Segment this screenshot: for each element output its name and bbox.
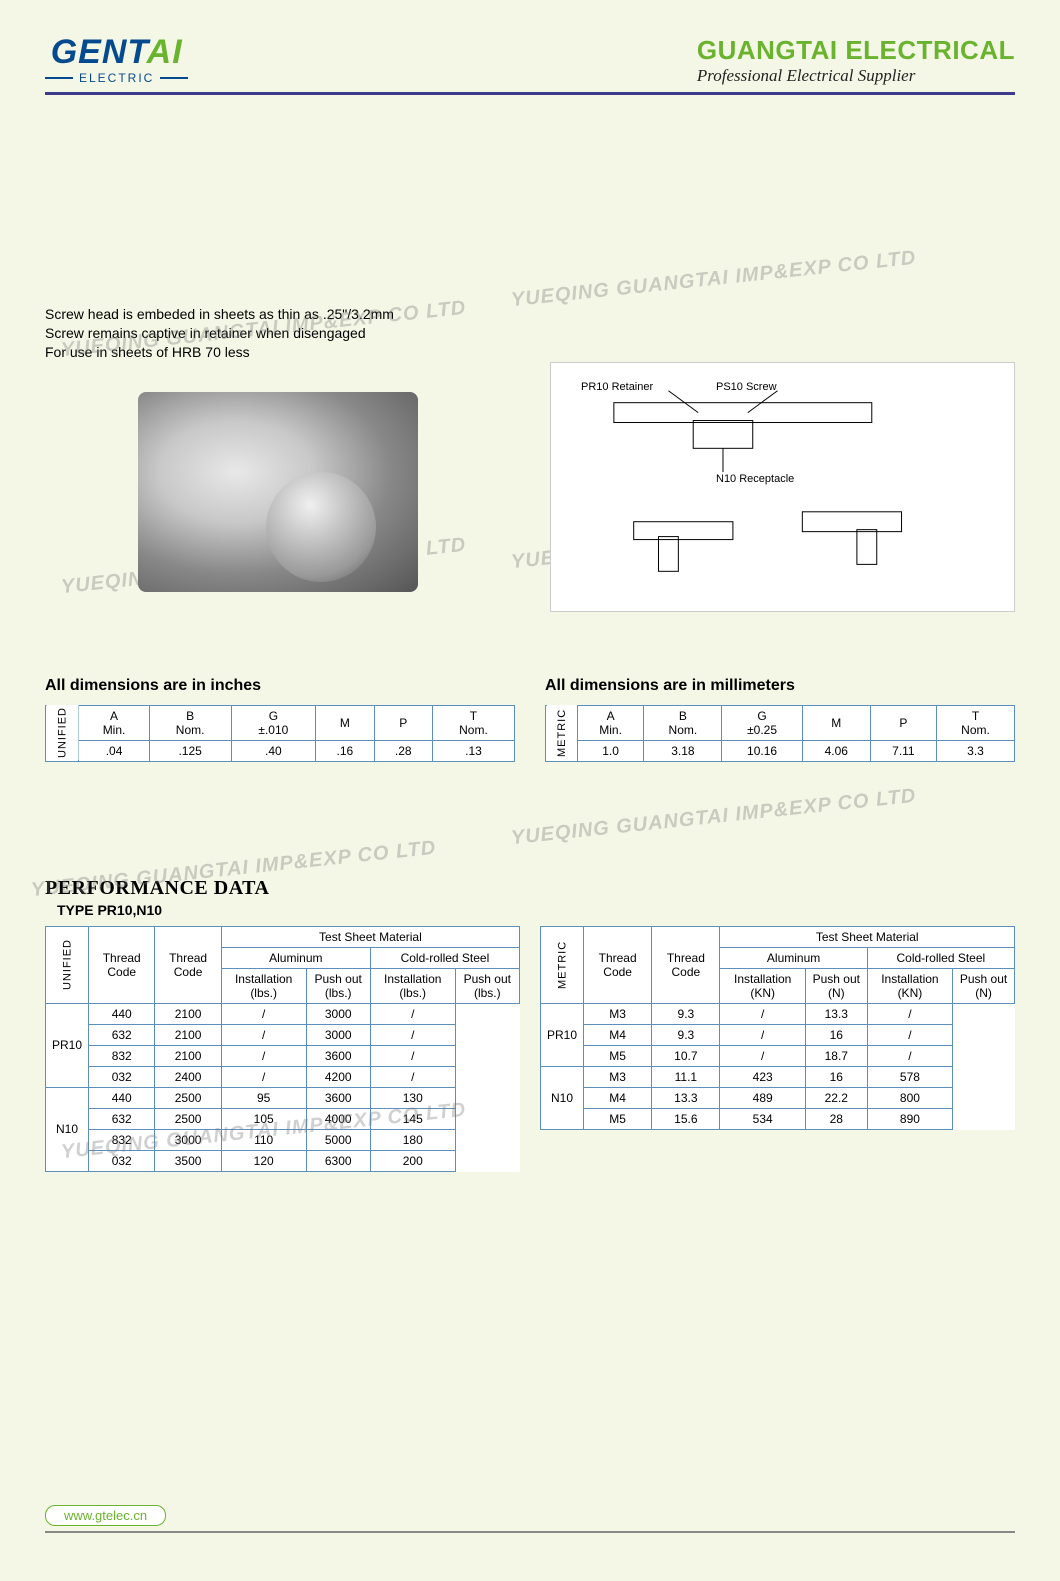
desc-line-1: Screw head is embeded in sheets as thin … (45, 305, 1015, 324)
perf-metric-table: METRIC Thread Code Thread Code Test Shee… (540, 926, 1015, 1130)
page-header: GENTAI ELECTRIC GUANGTAI ELECTRICAL Prof… (45, 35, 1015, 86)
table-row: M510.7/18.7/ (541, 1045, 1015, 1066)
company-name: GUANGTAI ELECTRICAL (697, 35, 1015, 66)
watermark: YUEQING GUANGTAI IMP&EXP CO LTD (510, 785, 917, 850)
product-photo (138, 392, 418, 592)
table-row: 63225001054000145 (46, 1108, 520, 1129)
watermark: YUEQING GUANGTAI IMP&EXP CO LTD (510, 247, 917, 312)
table-row: 6322100/3000/ (46, 1024, 520, 1045)
desc-line-2: Screw remains captive in retainer when d… (45, 324, 1015, 343)
table-row: PR10M39.3/13.3/ (541, 1003, 1015, 1024)
logo-text-b: AI (147, 33, 183, 71)
logo-text-a: GENT (51, 33, 147, 71)
table-row: 03235001206300200 (46, 1150, 520, 1171)
table-row: M49.3/16/ (541, 1024, 1015, 1045)
table-row: N104402500953600130 (46, 1087, 520, 1108)
table-row: M413.348922.2800 (541, 1087, 1015, 1108)
table-row: 8322100/3600/ (46, 1045, 520, 1066)
logo-subtext: ELECTRIC (45, 71, 188, 85)
perf-unified-table: UNIFIED Thread Code Thread Code Test She… (45, 926, 520, 1172)
footer-url: www.gtelec.cn (45, 1505, 166, 1526)
table-row: N10M311.142316578 (541, 1066, 1015, 1087)
perf-title: PERFORMANCE DATA (45, 877, 1015, 900)
perf-subtitle: TYPE PR10,N10 (57, 902, 1015, 918)
description-block: Screw head is embeded in sheets as thin … (45, 305, 1015, 362)
diagram-svg (551, 363, 1014, 611)
table-row: PR104402100/3000/ (46, 1003, 520, 1024)
unified-label: UNIFIED (46, 705, 79, 761)
table-row: M515.653428890 (541, 1108, 1015, 1129)
diagram-label-receptacle: N10 Receptacle (716, 473, 794, 485)
technical-diagram: PR10 Retainer PS10 Screw N10 Receptacle (550, 362, 1015, 612)
table-row: 0322400/4200/ (46, 1066, 520, 1087)
diagram-label-screw: PS10 Screw (716, 381, 777, 393)
diagram-label-retainer: PR10 Retainer (581, 381, 653, 393)
company-tagline: Professional Electrical Supplier (697, 66, 1015, 86)
logo: GENTAI ELECTRIC (45, 35, 188, 85)
dim-mm-table: METRIC AMin. BNom. G±0.25 M P TNom. 1.0 … (545, 705, 1015, 762)
metric-label: METRIC (546, 705, 578, 761)
dim-mm-heading: All dimensions are in millimeters (545, 677, 1015, 695)
dim-inches-heading: All dimensions are in inches (45, 677, 515, 695)
table-row: 83230001105000180 (46, 1129, 520, 1150)
dim-inches-table: UNIFIED AMin. BNom. G±.010 M P TNom. .04… (45, 705, 515, 762)
desc-line-3: For use in sheets of HRB 70 less (45, 343, 1015, 362)
footer-rule (45, 1531, 1015, 1533)
